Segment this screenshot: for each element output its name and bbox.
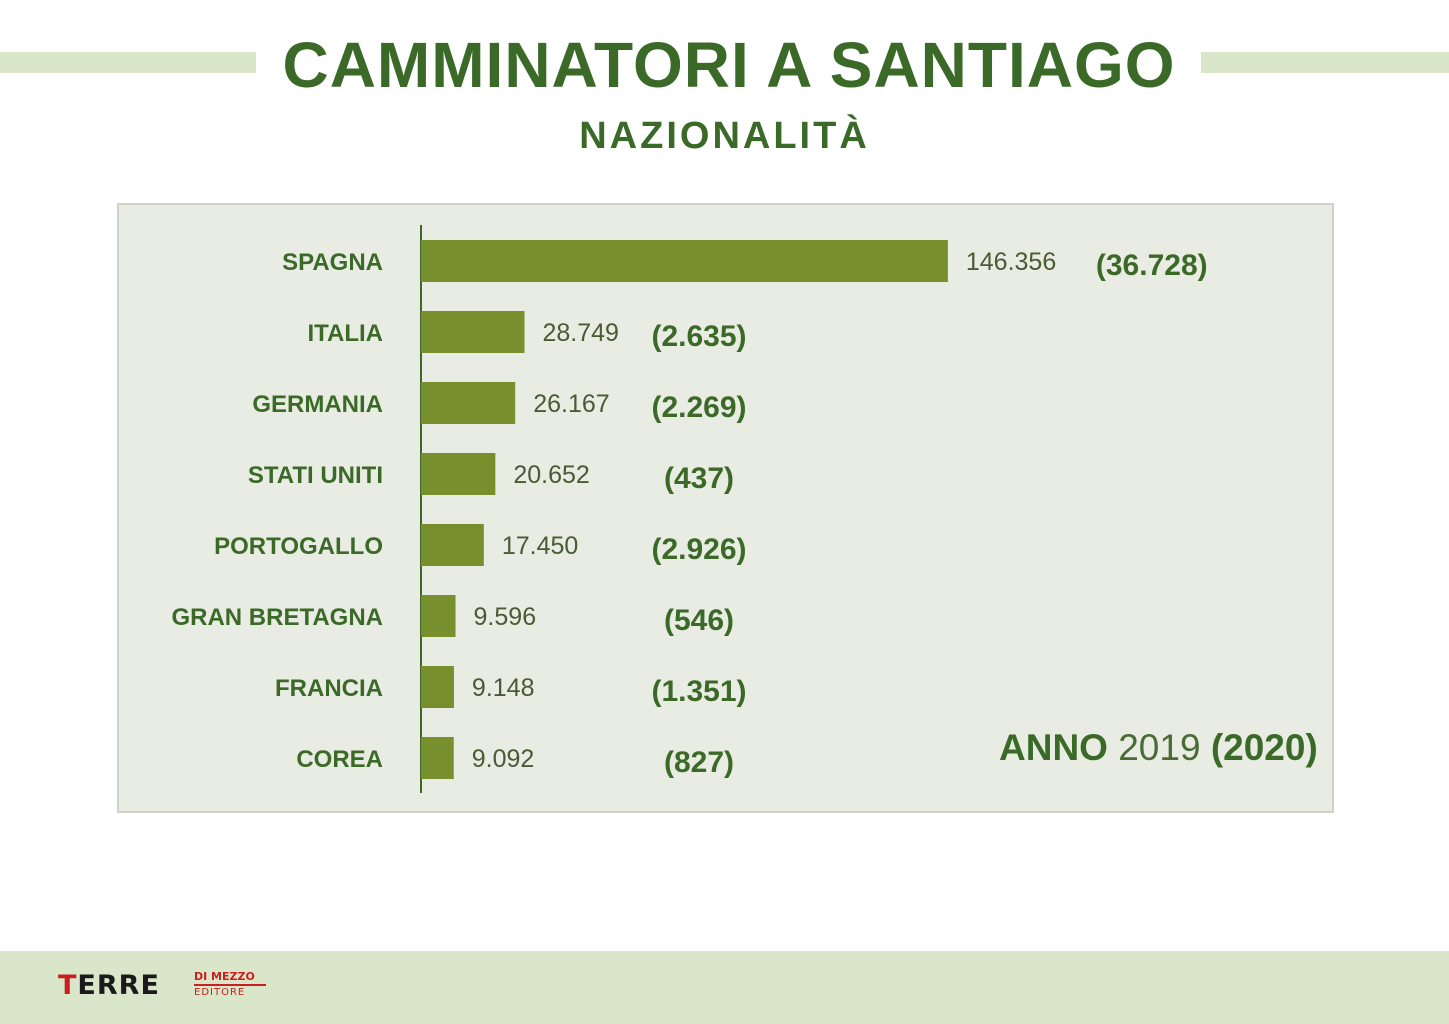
bar <box>421 382 516 424</box>
bar <box>421 666 454 708</box>
category-label: COREA <box>296 746 383 773</box>
bar <box>421 737 454 779</box>
compare-value-label: (1.351) <box>651 675 746 708</box>
category-label: FRANCIA <box>275 675 383 702</box>
compare-value-label: (2.269) <box>651 391 746 424</box>
category-label: SPAGNA <box>282 249 383 276</box>
compare-value-label: (2.635) <box>651 320 746 353</box>
category-label: PORTOGALLO <box>214 533 383 560</box>
value-label: 20.652 <box>513 461 589 489</box>
bar <box>421 311 525 353</box>
logo-wordmark: TERRE <box>58 971 160 1001</box>
compare-value-label: (36.728) <box>1096 249 1208 282</box>
compare-value-label: (546) <box>664 604 734 637</box>
logo-subtext-bottom: EDITORE <box>194 987 246 998</box>
bar <box>421 524 484 566</box>
value-label: 9.092 <box>472 745 535 773</box>
publisher-logo: TERRE DI MEZZO EDITORE <box>58 971 278 1001</box>
bar-chart: SPAGNA 146.356 (36.728) ITALIA 28.749 (2.635)… <box>171 225 1208 793</box>
logo-wordmark-rest: ERRE <box>77 970 160 1001</box>
year-compare: (2020) <box>1210 727 1318 768</box>
bar <box>421 453 496 495</box>
value-label: 146.356 <box>966 248 1056 276</box>
header-decor-line-right <box>1201 52 1449 73</box>
year-note: ANNO 2019 (2020) <box>999 727 1318 769</box>
category-label: GERMANIA <box>252 391 383 418</box>
value-label: 28.749 <box>542 319 618 347</box>
year-value: 2019 <box>1118 727 1201 768</box>
page-title: CAMMINATORI A SANTIAGO <box>282 29 1176 101</box>
value-label: 26.167 <box>533 390 609 418</box>
footer-bar: TERRE DI MEZZO EDITORE <box>0 951 1449 1024</box>
header-decor-line-left <box>0 52 256 73</box>
logo-rule <box>194 984 266 986</box>
page-subtitle: NAZIONALITÀ <box>579 115 870 157</box>
compare-value-label: (2.926) <box>651 533 746 566</box>
compare-value-label: (827) <box>664 746 734 779</box>
category-label: ITALIA <box>307 320 383 347</box>
compare-value-label: (437) <box>664 462 734 495</box>
bar <box>421 595 456 637</box>
value-label: 9.148 <box>472 674 535 702</box>
category-label: STATI UNITI <box>248 462 383 489</box>
chart-panel: SPAGNA 146.356 (36.728) ITALIA 28.749 (2.635)… <box>117 203 1334 813</box>
logo-subtext-top: DI MEZZO <box>194 970 255 983</box>
bar <box>421 240 948 282</box>
year-word: ANNO <box>999 727 1108 768</box>
category-label: GRAN BRETAGNA <box>171 604 383 631</box>
value-label: 17.450 <box>502 532 578 560</box>
value-label: 9.596 <box>474 603 537 631</box>
logo-wordmark-first: T <box>58 970 78 1001</box>
